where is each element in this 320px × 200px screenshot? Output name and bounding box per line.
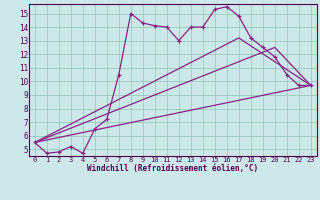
X-axis label: Windchill (Refroidissement éolien,°C): Windchill (Refroidissement éolien,°C): [87, 164, 258, 173]
